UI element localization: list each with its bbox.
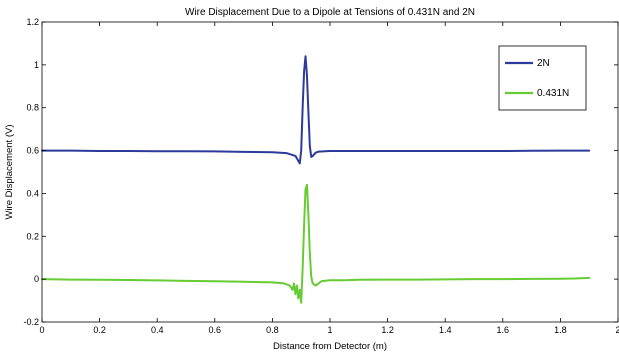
x-tick-label: 0.2: [93, 325, 106, 335]
plot-frame: [41, 21, 619, 323]
series-line-0431n: [41, 183, 591, 304]
y-axis-title: Wire Displacement (V): [4, 124, 15, 219]
x-tick-label: 1: [327, 325, 332, 335]
y-tick-label: 1.2: [26, 17, 39, 27]
x-tick-label: 0: [39, 325, 44, 335]
x-tick-label: 1.4: [439, 325, 452, 335]
y-tick-label: 0.6: [26, 146, 39, 156]
x-tick-label: 2: [615, 325, 619, 335]
series-layer: [41, 55, 591, 304]
y-tick-label: 0.4: [26, 188, 39, 198]
x-tick-label: 1.6: [497, 325, 510, 335]
x-tick-label: 0.8: [266, 325, 279, 335]
y-tick-label: 0: [34, 274, 39, 284]
legend: 2N 0.431N: [498, 45, 587, 111]
x-tick-label: 1.8: [554, 325, 567, 335]
chart-title: Wire Displacement Due to a Dipole at Ten…: [185, 7, 475, 18]
legend-label-2n: 2N: [537, 58, 550, 69]
legend-box: [498, 45, 587, 111]
y-tick-label: 0.8: [26, 103, 39, 113]
y-tick-label: 0.2: [26, 231, 39, 241]
y-tick-label: -0.2: [23, 317, 39, 327]
x-tick-label: 0.4: [151, 325, 164, 335]
legend-label-0431n: 0.431N: [537, 88, 569, 99]
x-axis-title: Distance from Detector (m): [273, 341, 387, 352]
x-tick-label: 1.2: [381, 325, 394, 335]
axis-ticks: 0 0.2 0.4 0.6 0.8 1 1.2 1.4 1.6 1.8 2-0.200.20.40.…: [23, 17, 619, 335]
y-tick-label: 1: [34, 60, 39, 70]
x-tick-label: 0.6: [209, 325, 222, 335]
series-line-2n: [41, 55, 591, 165]
